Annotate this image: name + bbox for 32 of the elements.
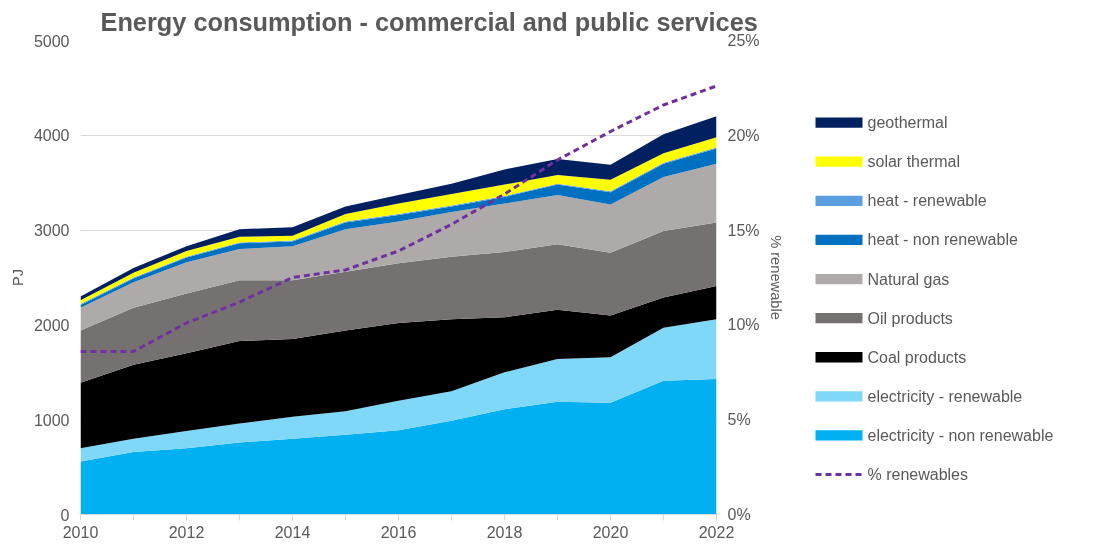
x-tick-label: 2020 — [592, 523, 629, 541]
legend-label: electricity - non renewable — [867, 426, 1054, 444]
y2-tick-label: 25% — [727, 32, 760, 49]
legend-label: electricity - renewable — [867, 387, 1023, 405]
legend-label: solar thermal — [867, 153, 960, 171]
y-tick-label: 0 — [60, 506, 70, 524]
legend-label: geothermal — [867, 114, 948, 132]
y-tick-label: 1000 — [33, 411, 70, 429]
x-tick-label: 2010 — [62, 523, 99, 541]
y-tick-label: 2000 — [33, 316, 70, 334]
x-tick-label: 2022 — [698, 523, 735, 541]
y2-tick-label: 5% — [727, 411, 751, 429]
legend-label: heat - renewable — [867, 192, 987, 210]
x-tick-label: 2012 — [168, 523, 205, 541]
y-tick-label: 5000 — [33, 32, 70, 50]
y2-axis-title: % renewable — [767, 235, 784, 320]
legend-label: Coal products — [867, 348, 967, 366]
y-axis-title: PJ — [9, 268, 26, 287]
y2-tick-label: 20% — [727, 126, 760, 144]
y-tick-label: 4000 — [33, 127, 70, 145]
line-series — [80, 84, 717, 353]
x-tick-label: 2018 — [486, 523, 523, 541]
legend-label: heat - non renewable — [867, 231, 1018, 249]
y2-tick-label: 15% — [727, 221, 760, 239]
x-tick-label: 2016 — [380, 523, 417, 541]
legend-label: Natural gas — [867, 270, 950, 288]
y2-tick-label: 0% — [727, 506, 751, 523]
y-tick-label: 3000 — [33, 222, 70, 240]
legend-label: % renewables — [867, 466, 968, 484]
y2-tick-label: 10% — [727, 316, 760, 334]
x-tick-label: 2014 — [274, 523, 311, 541]
legend-label: Oil products — [867, 309, 953, 327]
